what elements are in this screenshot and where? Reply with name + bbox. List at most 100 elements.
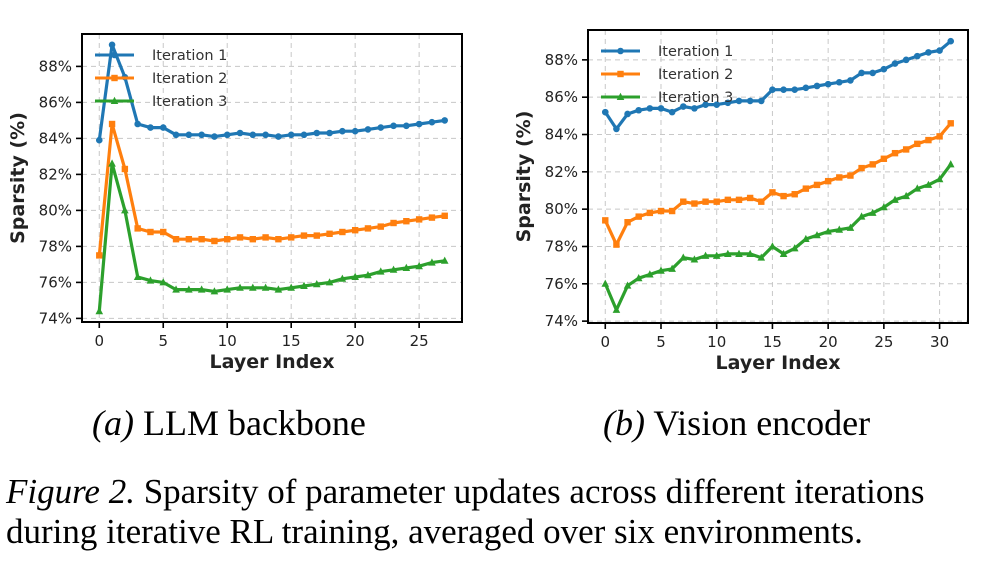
data-point-iteration-2 [134,225,141,232]
y-tick-label: 80% [39,201,72,219]
y-tick-label: 74% [39,309,72,327]
data-point-iteration-3 [712,251,721,259]
data-point-iteration-2 [869,161,876,168]
data-point-iteration-2 [249,236,257,243]
data-point-iteration-1 [390,122,397,130]
data-point-iteration-1 [913,52,921,60]
data-point-iteration-3 [634,274,643,282]
legend-marker [110,96,119,104]
data-point-iteration-3 [746,249,754,257]
data-point-iteration-2 [836,174,843,181]
data-point-iteration-1 [813,82,821,90]
data-point-iteration-3 [338,274,347,282]
data-point-iteration-2 [236,234,244,241]
data-point-iteration-2 [702,198,709,205]
data-point-iteration-3 [197,285,206,293]
data-point-iteration-1 [326,129,333,137]
y-axis-title: Sparsity (%) [7,112,29,244]
data-point-iteration-1 [735,97,743,105]
data-point-iteration-1 [262,131,269,139]
data-point-iteration-3 [287,283,295,291]
y-tick-label: 76% [545,275,578,293]
data-point-iteration-3 [891,195,899,203]
y-tick-label: 82% [545,163,578,181]
data-point-iteration-3 [724,249,732,257]
data-point-iteration-3 [402,263,411,271]
x-tick-label: 5 [158,332,168,350]
data-point-iteration-1 [351,127,359,135]
data-point-iteration-2 [415,216,423,223]
data-point-iteration-1 [891,60,899,67]
series-line-iteration-2 [97,122,445,256]
x-tick-label: 10 [707,333,726,351]
data-point-iteration-1 [746,97,754,105]
y-axis-title: Sparsity (%) [513,111,535,243]
data-point-iteration-1 [159,124,167,131]
data-point-iteration-2 [364,225,372,232]
data-point-iteration-1 [802,84,810,92]
x-tick-label: 0 [94,332,104,350]
data-point-iteration-1 [108,41,116,49]
legend-marker [111,74,118,82]
subcaption-b-prefix: (b) [603,403,645,443]
data-point-iteration-3 [846,223,855,231]
data-point-iteration-2 [108,120,116,128]
plot-frame [81,33,463,323]
data-point-iteration-1 [657,105,665,112]
data-point-iteration-1 [339,127,346,135]
y-tick-label: 80% [545,200,578,218]
data-point-iteration-3 [121,206,129,214]
data-point-iteration-3 [657,266,665,274]
data-point-iteration-1 [858,69,865,77]
data-point-iteration-1 [869,69,877,77]
data-point-iteration-1 [377,124,385,131]
data-point-iteration-1 [847,77,854,84]
plot-frame [587,29,969,324]
data-point-iteration-3 [913,184,922,192]
y-tick-label: 84% [545,126,578,144]
x-tick-label: 5 [656,333,666,351]
data-point-iteration-1 [185,131,193,139]
data-point-iteration-3 [236,283,244,291]
data-point-iteration-3 [172,285,180,293]
data-point-iteration-3 [813,231,821,239]
data-point-iteration-2 [891,149,899,157]
data-point-iteration-1 [713,101,721,108]
data-point-iteration-2 [668,207,676,215]
data-point-iteration-2 [758,198,765,205]
series-line-iteration-2 [603,122,952,247]
figure-caption-label: Figure 2. [6,472,135,511]
data-point-iteration-1 [791,86,799,94]
x-tick-label: 20 [819,333,838,351]
data-point-iteration-2 [602,217,609,224]
chart-vision-encoder: 0 5 10 15 20 25 30 74% 76% 78% 80% 82% 84% 86% 88% Laye… [513,29,969,374]
data-point-iteration-2 [339,228,346,236]
y-tick-label: 82% [39,165,72,183]
data-point-iteration-3 [223,285,232,293]
data-point-iteration-1 [198,131,205,139]
data-point-iteration-3 [95,307,104,315]
data-point-iteration-1 [300,131,308,139]
data-point-iteration-3 [768,242,777,250]
data-point-iteration-1 [313,129,321,137]
data-point-iteration-2 [390,219,397,227]
data-point-iteration-1 [902,56,910,64]
series-line-iteration-3 [603,163,952,312]
data-point-iteration-3 [679,253,688,261]
legend: Iteration 1 Iteration 2 Iteration 3 [95,48,227,110]
legend-marker [617,47,624,55]
data-point-iteration-1 [679,103,687,110]
legend-label-iteration-2: Iteration 2 [658,67,733,83]
x-tick-label: 0 [600,333,610,351]
figure-panels: 0 5 10 15 20 25 74% 76% 78% 80% 82% 84% 86% 88% Layer … [7,29,969,374]
data-point-iteration-3 [351,272,359,280]
data-point-iteration-2 [326,230,333,237]
data-point-iteration-2 [96,252,103,259]
data-point-iteration-3 [133,272,142,280]
data-point-iteration-1 [236,129,244,137]
legend-marker [111,51,118,59]
data-point-iteration-3 [701,251,710,259]
data-point-iteration-3 [835,225,844,233]
data-point-iteration-2 [691,200,698,207]
data-point-iteration-3 [146,276,155,284]
